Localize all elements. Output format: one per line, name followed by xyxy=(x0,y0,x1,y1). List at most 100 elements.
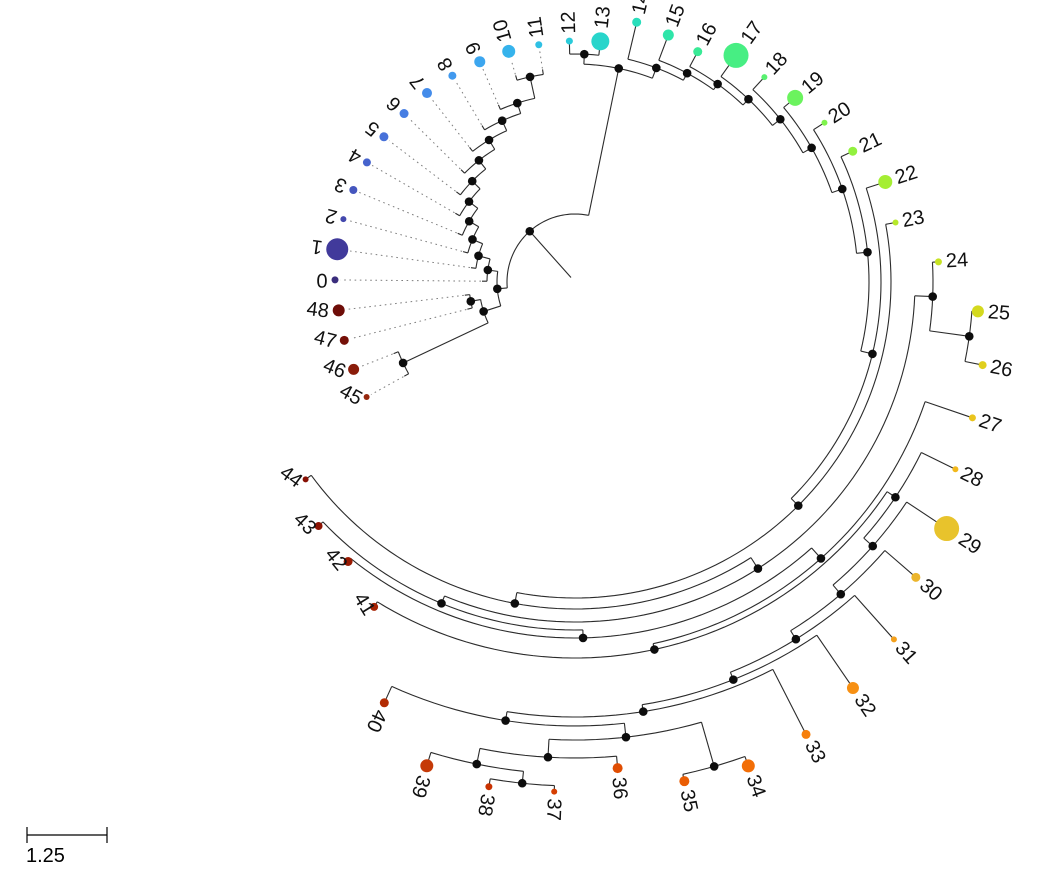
tip-align-line xyxy=(360,353,393,368)
internal-node-dot xyxy=(501,716,510,725)
leaf-stub xyxy=(462,251,469,254)
internal-node-dot xyxy=(474,251,483,261)
internal-node-dot xyxy=(621,732,631,742)
leaf-stub xyxy=(627,22,638,60)
leaf-marker-26 xyxy=(978,361,987,370)
leaf-marker-10 xyxy=(502,44,516,58)
branch-arc xyxy=(790,187,882,499)
leaf-label-17: 17 xyxy=(737,17,768,48)
leaf-label-16: 16 xyxy=(692,19,722,49)
internal-node-dot xyxy=(868,541,878,551)
leaf-stub xyxy=(515,75,518,81)
leaf-marker-15 xyxy=(662,29,674,41)
internal-node-dot xyxy=(468,235,477,244)
leaf-marker-22 xyxy=(878,174,893,189)
leaf-stub xyxy=(854,595,895,640)
leaf-markers xyxy=(302,17,987,795)
internal-node-dot xyxy=(513,98,522,108)
tip-align-line xyxy=(539,50,543,69)
leaf-label-45: 45 xyxy=(336,380,366,410)
internal-node-dot xyxy=(580,49,589,59)
leaf-stub xyxy=(464,294,470,296)
tip-align-line xyxy=(510,59,516,75)
tip-align-line xyxy=(370,376,404,395)
leaf-stub xyxy=(497,104,501,110)
leaf-label-38: 38 xyxy=(473,792,498,818)
internal-node-dot xyxy=(793,501,803,510)
branch-radial xyxy=(929,330,970,337)
leaf-marker-38 xyxy=(485,783,493,791)
leaf-label-9: 9 xyxy=(461,38,486,57)
leaf-label-26: 26 xyxy=(988,356,1014,382)
internal-node-dot xyxy=(464,216,474,226)
leaf-stub xyxy=(541,69,544,75)
tip-align-line xyxy=(350,308,467,340)
leaf-label-42: 42 xyxy=(320,544,351,575)
leaf-marker-43 xyxy=(314,522,323,531)
leaf-stub xyxy=(772,669,807,735)
leaf-stub xyxy=(456,191,461,196)
internal-node-dot xyxy=(437,599,446,608)
internal-node-dot xyxy=(650,645,659,654)
branch-arc xyxy=(516,224,892,599)
branch-radial xyxy=(700,722,715,767)
internal-node-dot xyxy=(753,564,763,573)
leaf-label-14: 14 xyxy=(628,0,655,16)
tip-align-line xyxy=(358,191,457,234)
scale-bar xyxy=(26,827,108,843)
leaf-stub xyxy=(470,267,477,269)
internal-node-dot xyxy=(614,64,624,73)
internal-node-dot xyxy=(836,589,846,599)
leaf-stub xyxy=(469,147,474,152)
leaf-label-36: 36 xyxy=(607,776,631,800)
leaf-stub xyxy=(467,307,473,310)
leaf-label-15: 15 xyxy=(661,1,689,30)
internal-node-dot xyxy=(578,633,588,643)
leaf-label-21: 21 xyxy=(856,128,886,157)
leaf-label-13: 13 xyxy=(591,5,615,29)
leaf-label-35: 35 xyxy=(676,788,702,814)
leaf-marker-25 xyxy=(971,305,984,318)
leaf-marker-16 xyxy=(693,47,703,57)
internal-node-dot xyxy=(868,349,877,359)
leaf-stub xyxy=(921,452,956,470)
internal-node-dot xyxy=(525,72,535,82)
leaf-marker-3 xyxy=(349,186,358,194)
leaf-marker-29 xyxy=(934,516,960,542)
leaf-marker-36 xyxy=(612,763,623,774)
leaf-marker-27 xyxy=(968,414,976,422)
tip-align-line xyxy=(350,250,471,269)
tip-align-line xyxy=(346,294,464,310)
leaf-marker-21 xyxy=(848,146,858,156)
leaf-marker-44 xyxy=(302,476,309,483)
internal-node-dot xyxy=(638,707,648,716)
internal-node-dot xyxy=(510,599,520,608)
branch-arc xyxy=(642,634,818,706)
leaf-label-10: 10 xyxy=(489,17,516,44)
leaf-marker-39 xyxy=(420,759,434,773)
internal-node-dot xyxy=(466,297,476,306)
internal-node-dot xyxy=(652,63,661,73)
leaf-marker-48 xyxy=(332,304,345,317)
leaf-label-22: 22 xyxy=(892,161,920,189)
internal-node-dot xyxy=(493,284,502,294)
leaf-label-0: 0 xyxy=(316,269,327,291)
leaf-label-46: 46 xyxy=(320,354,349,383)
tip-align-line xyxy=(482,68,499,105)
tip-align-line xyxy=(388,140,456,192)
leaf-label-47: 47 xyxy=(312,326,339,353)
branch-arc xyxy=(310,474,752,610)
leaf-marker-14 xyxy=(632,17,642,27)
tip-align-line xyxy=(371,164,455,214)
leaf-marker-45 xyxy=(363,393,370,400)
leaf-marker-5 xyxy=(379,132,389,142)
branch-radial xyxy=(588,68,620,216)
leaf-label-48: 48 xyxy=(305,298,330,322)
leaf-label-41: 41 xyxy=(349,589,379,619)
leaf-label-34: 34 xyxy=(741,772,769,800)
leaf-label-11: 11 xyxy=(524,15,549,39)
leaf-label-28: 28 xyxy=(957,463,987,493)
internal-node-dot xyxy=(776,114,785,124)
tip-align-line xyxy=(455,80,482,125)
